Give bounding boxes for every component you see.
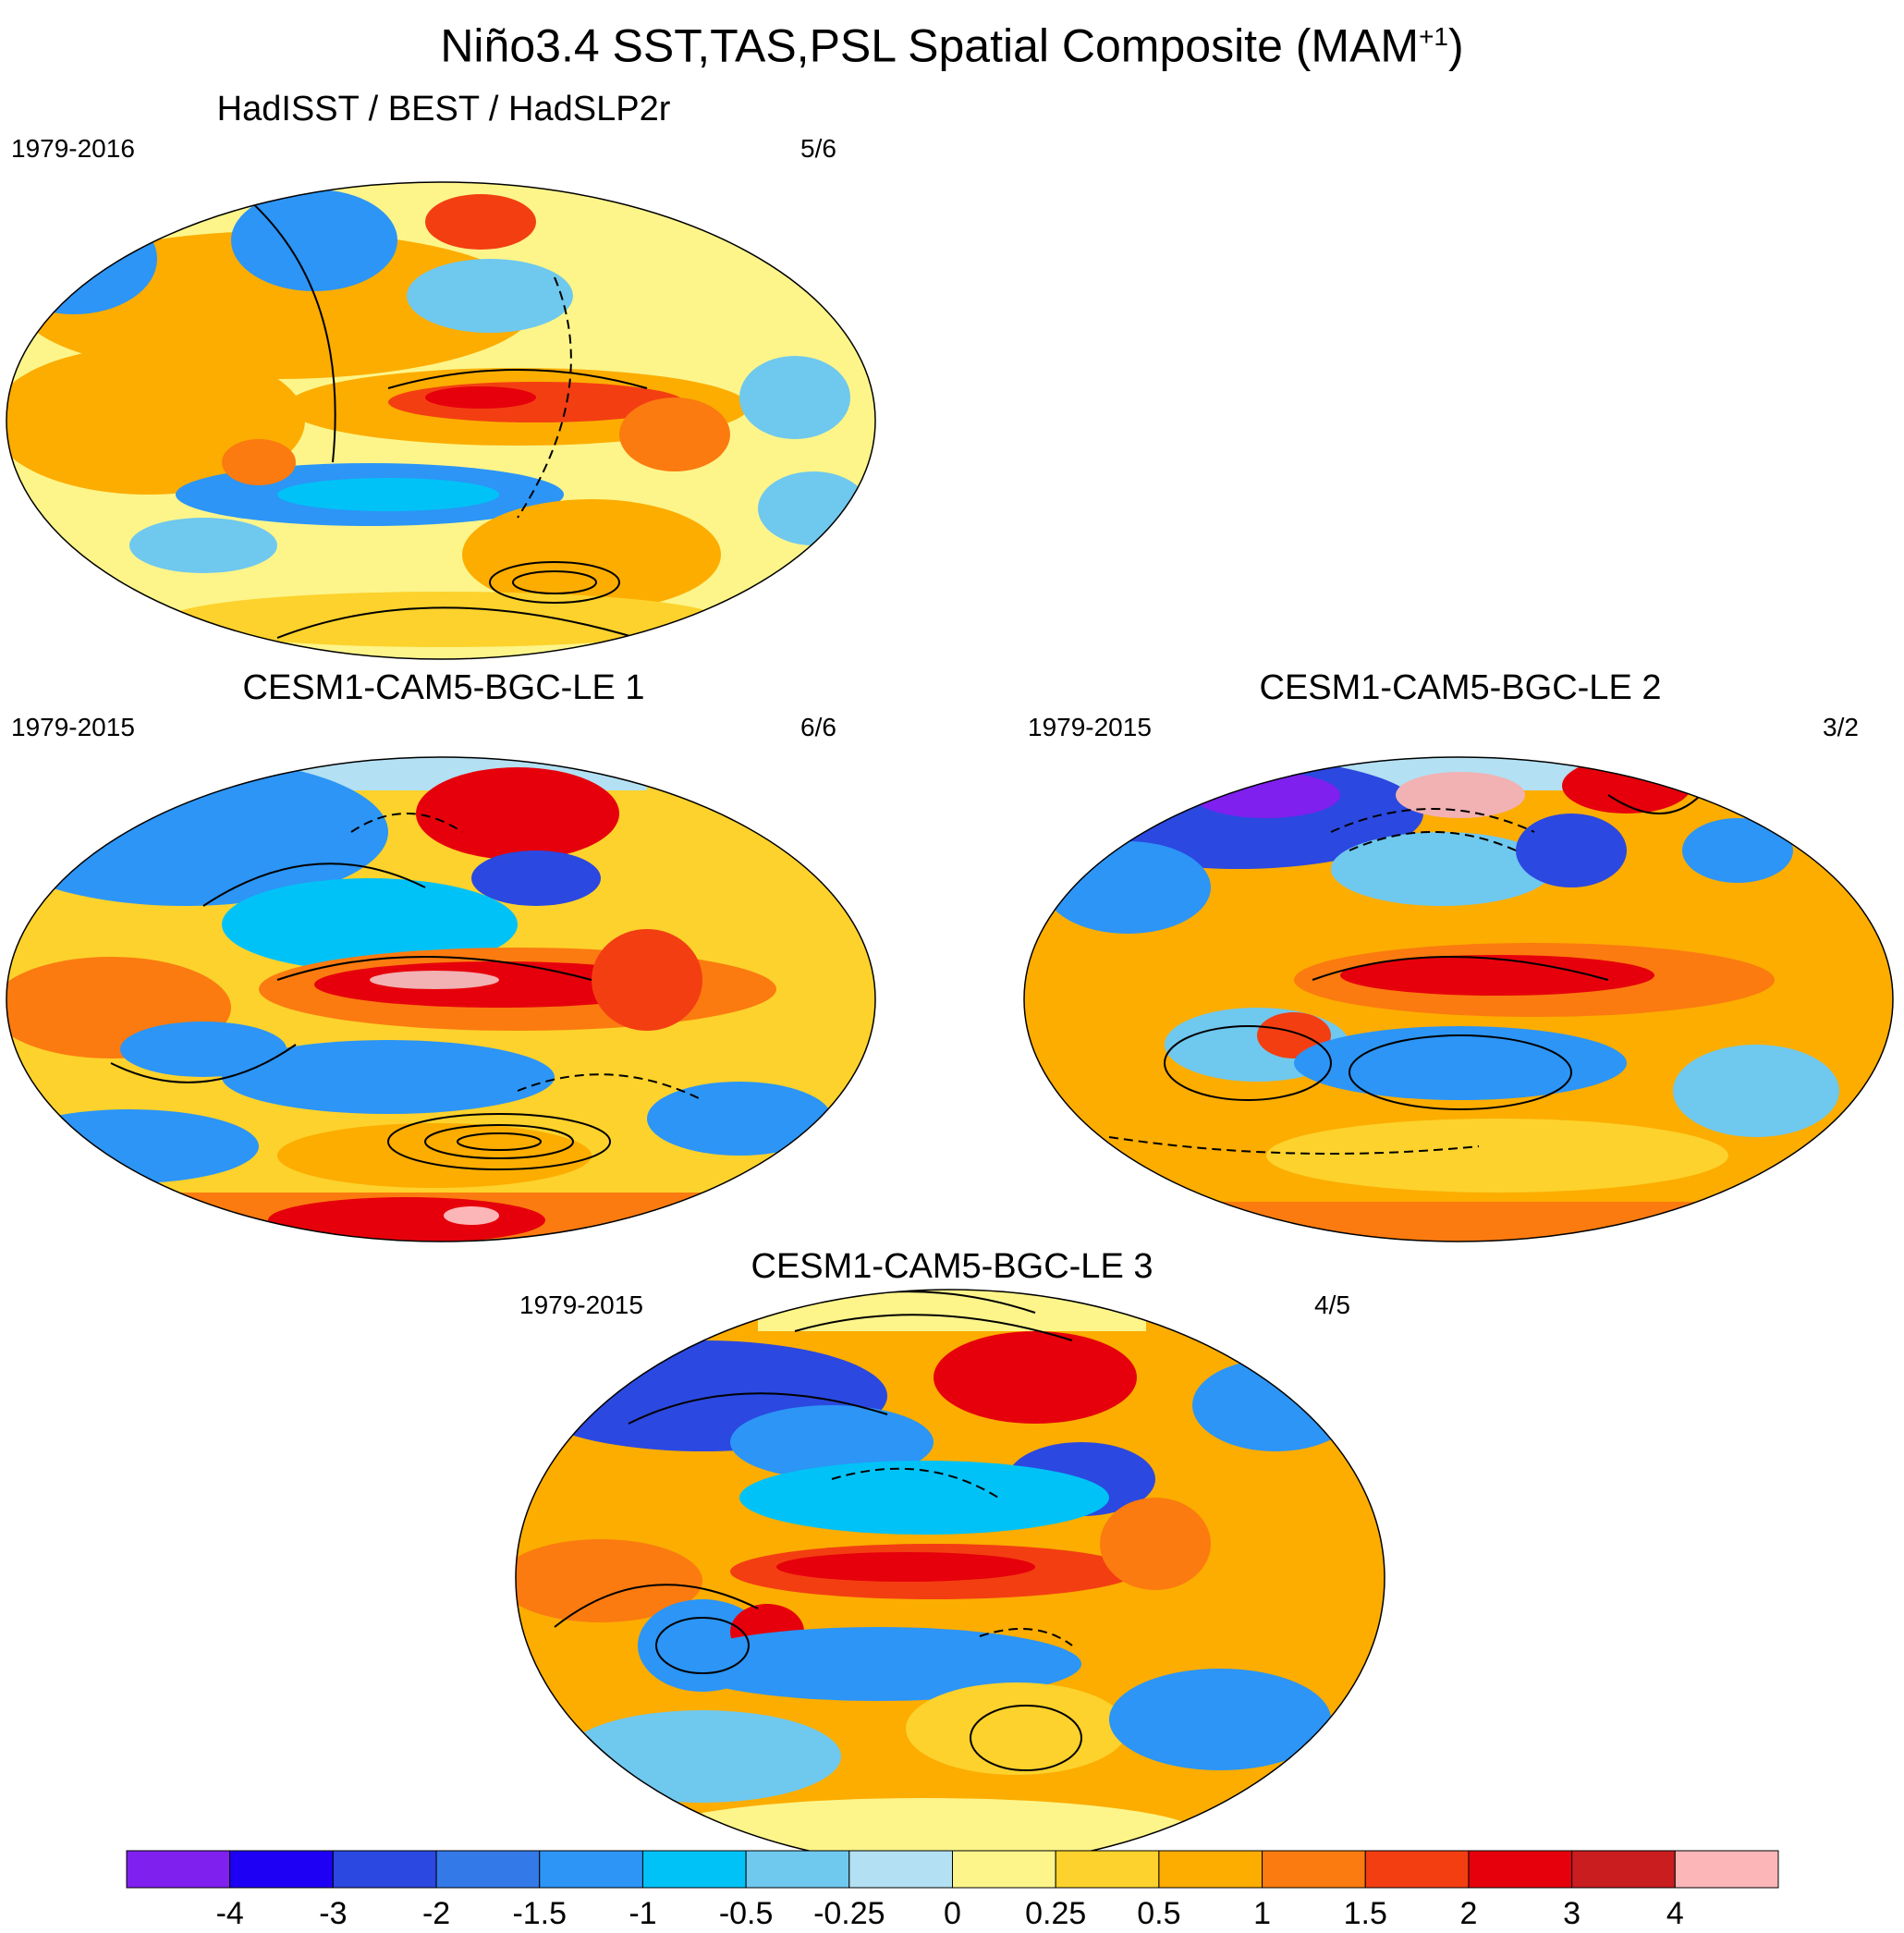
- panel-years-le3: 1979-2015: [519, 1291, 643, 1319]
- map-le1-border: [6, 756, 876, 1242]
- panel-ratio-obs: 5/6: [800, 134, 836, 163]
- colorbar-label: -0.25: [813, 1896, 885, 1931]
- colorbar-label: 2: [1459, 1896, 1478, 1931]
- panel-title-obs: HadISST / BEST / HadSLP2r: [216, 90, 671, 128]
- colorbar-box: [1364, 1850, 1470, 1889]
- colorbar-box: [229, 1850, 334, 1889]
- panel-ratio-le3: 4/5: [1314, 1291, 1350, 1319]
- colorbar-label: 0.25: [1025, 1896, 1087, 1931]
- colorbar-label: 1: [1253, 1896, 1272, 1931]
- colorbar-box: [641, 1850, 747, 1889]
- panel-title-le2: CESM1-CAM5-BGC-LE 2: [1259, 668, 1662, 707]
- panel-ratio-le1: 6/6: [800, 713, 836, 741]
- map-obs-border: [6, 181, 876, 660]
- colorbar-box: [332, 1850, 437, 1889]
- colorbar-box: [745, 1850, 850, 1889]
- panel-ratio-le2: 3/2: [1823, 713, 1859, 741]
- map-obs: [6, 182, 875, 659]
- colorbar-box: [126, 1850, 231, 1889]
- colorbar-label: -2: [421, 1896, 451, 1931]
- colorbar-box: [1468, 1850, 1573, 1889]
- colorbar-label: -0.5: [718, 1896, 774, 1931]
- colorbar-box: [1055, 1850, 1160, 1889]
- panel-years-le2: 1979-2015: [1028, 713, 1152, 741]
- colorbar-label: -4: [215, 1896, 244, 1931]
- colorbar-label: 0: [944, 1896, 961, 1931]
- colorbar-label: 0.5: [1137, 1896, 1181, 1931]
- colorbar-box: [539, 1850, 643, 1889]
- figure-title: Niño3.4 SST,TAS,PSL Spatial Composite (M…: [440, 19, 1464, 72]
- colorbar: [126, 1850, 1779, 1889]
- map-le3: [516, 1290, 1385, 1866]
- colorbar-label: -1.5: [512, 1896, 568, 1931]
- colorbar-box: [848, 1850, 953, 1889]
- panel-years-le1: 1979-2015: [11, 713, 135, 741]
- colorbar-box: [1158, 1850, 1263, 1889]
- map-le1: [6, 757, 875, 1242]
- colorbar-box: [435, 1850, 541, 1889]
- colorbar-label: 3: [1563, 1896, 1581, 1931]
- colorbar-box: [1262, 1850, 1366, 1889]
- panel-years-obs: 1979-2016: [11, 134, 135, 163]
- map-le2: [1024, 757, 1893, 1242]
- panel-title-le3: CESM1-CAM5-BGC-LE 3: [751, 1247, 1153, 1286]
- panel-title-le1: CESM1-CAM5-BGC-LE 1: [242, 668, 645, 707]
- colorbar-box: [952, 1850, 1056, 1889]
- colorbar-label: -1: [629, 1896, 657, 1931]
- colorbar-box: [1571, 1850, 1676, 1889]
- map-le2-border: [1023, 756, 1894, 1242]
- colorbar-box: [1674, 1850, 1779, 1889]
- colorbar-label: 1.5: [1343, 1896, 1387, 1931]
- colorbar-label: 4: [1666, 1896, 1684, 1931]
- colorbar-label: -3: [319, 1896, 348, 1931]
